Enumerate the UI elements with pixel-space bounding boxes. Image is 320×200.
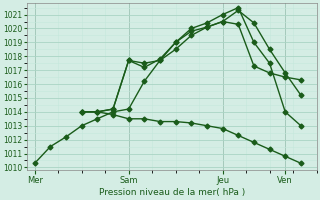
X-axis label: Pression niveau de la mer( hPa ): Pression niveau de la mer( hPa ): [99, 188, 245, 197]
